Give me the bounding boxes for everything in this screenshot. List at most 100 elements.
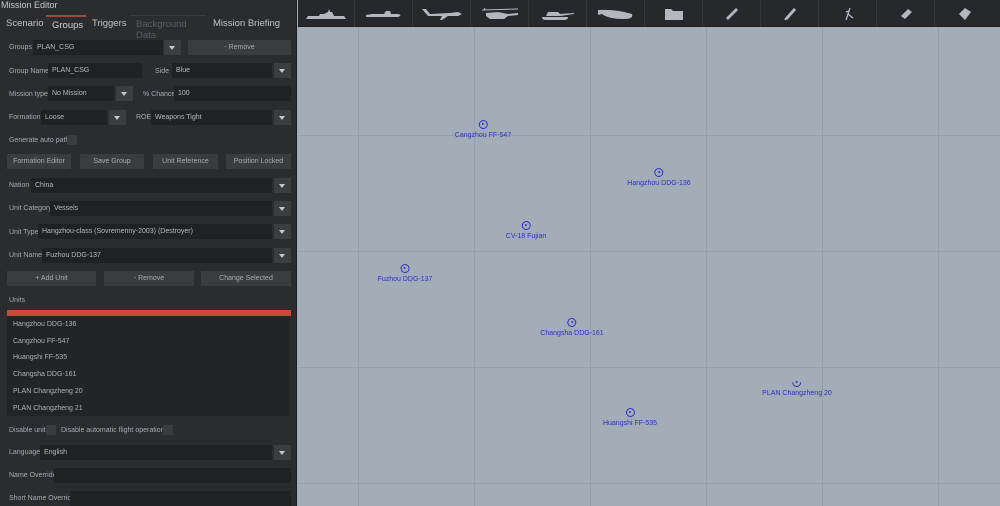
grid-line xyxy=(474,27,475,506)
name-override-input[interactable] xyxy=(54,468,291,483)
list-item[interactable]: Changsha DDG-161 xyxy=(13,371,77,378)
language-select[interactable]: English xyxy=(40,445,272,460)
short-name-override-input[interactable] xyxy=(70,491,291,506)
grid-line xyxy=(590,27,591,506)
side-select[interactable]: Blue xyxy=(172,63,272,78)
unit-symbol-icon xyxy=(567,318,577,327)
submarine-symbol-icon xyxy=(790,376,804,389)
airship-icon[interactable] xyxy=(588,0,645,27)
map-unit[interactable]: Fuzhou DDG-137 xyxy=(378,264,432,283)
disable-unit-checkbox[interactable] xyxy=(46,425,56,435)
add-unit-button[interactable]: + Add Unit xyxy=(7,271,96,286)
tab-background-data: Background Data xyxy=(130,15,206,41)
unit-label: Changsha DDG-161 xyxy=(540,330,604,337)
disable-flight-checkbox[interactable] xyxy=(163,425,173,435)
groups-dropdown-button[interactable] xyxy=(164,40,181,55)
disable-unit-label: Disable unit xyxy=(9,427,46,434)
tab-scenario[interactable]: Scenario xyxy=(6,18,44,29)
unit-symbol-icon xyxy=(625,408,635,417)
roe-dropdown-button[interactable] xyxy=(274,110,291,125)
disable-flight-label: Disable automatic flight operations xyxy=(61,427,169,434)
position-locked-button[interactable]: Position Locked xyxy=(226,154,291,169)
formation-select[interactable]: Loose xyxy=(41,110,107,125)
window-title: Mission Editor xyxy=(1,0,58,10)
side-label: Side xyxy=(155,68,170,75)
unit-label: CV-18 Fujian xyxy=(505,233,547,240)
ship-icon[interactable] xyxy=(298,0,355,27)
groups-select[interactable]: PLAN_CSG xyxy=(33,40,163,55)
units-label: Units xyxy=(9,297,25,304)
map-unit[interactable]: Changsha DDG-161 xyxy=(540,318,604,337)
group-name-input[interactable]: PLAN_CSG xyxy=(48,63,142,78)
map-unit[interactable]: Huangshi FF-535 xyxy=(603,408,657,427)
submarine-icon[interactable] xyxy=(356,0,413,27)
unit-symbol-icon xyxy=(400,264,410,273)
compass-icon[interactable] xyxy=(820,0,877,27)
unit-type-dropdown-button[interactable] xyxy=(274,224,291,239)
save-group-button[interactable]: Save Group xyxy=(80,154,144,169)
unit-type-select[interactable]: Hangzhou-class (Sovremenny-2003) (Destro… xyxy=(38,224,272,239)
unit-category-dropdown-button[interactable] xyxy=(274,201,291,216)
change-selected-button[interactable]: Change Selected xyxy=(201,271,291,286)
unit-name-dropdown-button[interactable] xyxy=(274,248,291,263)
map-unit[interactable]: CV-18 Fujian xyxy=(506,221,546,240)
side-dropdown-button[interactable] xyxy=(274,63,291,78)
pen-icon[interactable] xyxy=(762,0,819,27)
helicopter-icon[interactable] xyxy=(472,0,529,27)
map-unit[interactable]: Cangzhou FF-547 xyxy=(455,120,511,139)
remove-group-button[interactable]: - Remove xyxy=(188,40,291,55)
list-item[interactable]: Cangzhou FF-547 xyxy=(13,338,70,345)
airplane-icon[interactable] xyxy=(414,0,471,27)
chance-label: % Chance xyxy=(143,91,176,98)
list-item[interactable]: Huangshi FF-535 xyxy=(13,354,68,361)
unit-type-label: Unit Type xyxy=(9,229,39,236)
nation-dropdown-button[interactable] xyxy=(274,178,291,193)
tab-triggers[interactable]: Triggers xyxy=(92,18,127,29)
nation-label: Nation xyxy=(9,182,30,189)
language-dropdown-button[interactable] xyxy=(274,445,291,460)
selected-unit-row[interactable] xyxy=(7,310,291,316)
unit-symbol-icon xyxy=(478,120,488,129)
grid-line xyxy=(298,367,1000,368)
mission-type-dropdown-button[interactable] xyxy=(116,86,133,101)
unit-label: Huangshi FF-535 xyxy=(602,420,658,427)
auto-path-label: Generate auto path xyxy=(9,137,70,144)
unit-category-select[interactable]: Vessels xyxy=(50,201,272,216)
folder-icon[interactable] xyxy=(646,0,703,27)
grid-line xyxy=(298,251,1000,252)
nation-select[interactable]: China xyxy=(31,178,272,193)
group-name-label: Group Name xyxy=(9,68,50,75)
mission-type-label: Mission type xyxy=(9,91,48,98)
list-item[interactable]: Hangzhou DDG-136 xyxy=(13,321,77,328)
unit-reference-button[interactable]: Unit Reference xyxy=(153,154,218,169)
list-item[interactable]: PLAN Changzheng 21 xyxy=(13,405,83,412)
roe-select[interactable]: Weapons Tight xyxy=(151,110,272,125)
formation-editor-button[interactable]: Formation Editor xyxy=(7,154,71,169)
short-name-override-label: Short Name Override xyxy=(9,495,76,502)
grid-line xyxy=(298,135,1000,136)
tank-icon[interactable] xyxy=(530,0,587,27)
formation-dropdown-button[interactable] xyxy=(109,110,126,125)
tab-groups[interactable]: Groups xyxy=(46,15,86,33)
ruler-icon[interactable] xyxy=(704,0,761,27)
auto-path-checkbox[interactable] xyxy=(67,135,77,145)
unit-toolbar xyxy=(298,0,1000,27)
name-override-label: Name Override xyxy=(9,472,57,479)
fill-icon[interactable] xyxy=(936,0,993,27)
unit-name-select[interactable]: Fuzhou DDG-137 xyxy=(42,248,272,263)
mission-type-select[interactable]: No Mission xyxy=(48,86,114,101)
eraser-icon[interactable] xyxy=(878,0,935,27)
unit-label: Hangzhou DDG-136 xyxy=(627,180,691,187)
grid-line xyxy=(822,27,823,506)
map-unit[interactable]: Hangzhou DDG-136 xyxy=(627,168,691,187)
chance-input[interactable]: 100 xyxy=(174,86,291,101)
unit-symbol-icon xyxy=(521,221,531,230)
unit-name-label: Unit Name xyxy=(9,252,43,259)
tab-mission-briefing[interactable]: Mission Briefing xyxy=(213,18,281,29)
formation-label: Formation xyxy=(9,114,41,121)
units-list: Hangzhou DDG-136 Cangzhou FF-547 Huangsh… xyxy=(7,316,290,416)
list-item[interactable]: PLAN Changzheng 20 xyxy=(13,388,83,395)
unit-category-label: Unit Category xyxy=(9,205,52,212)
remove-unit-button[interactable]: - Remove xyxy=(104,271,194,286)
map-unit[interactable]: PLAN Changzheng 20 xyxy=(762,376,832,397)
